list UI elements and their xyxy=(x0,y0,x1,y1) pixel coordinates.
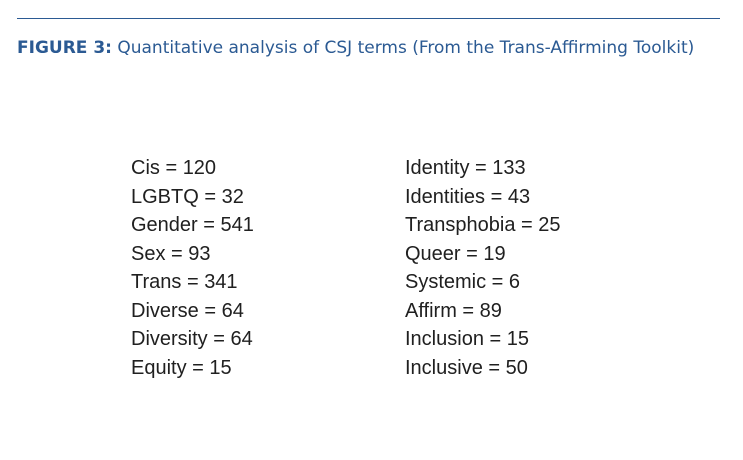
term-name: Trans xyxy=(131,271,182,293)
term-count: 6 xyxy=(508,271,521,293)
equals-sign: = xyxy=(198,299,222,322)
term-count-row: Transphobia = 25 xyxy=(405,211,561,240)
term-count-row: Affirm = 89 xyxy=(405,297,561,326)
term-count: 64 xyxy=(230,328,253,350)
term-name: Diversity xyxy=(131,328,208,350)
term-count: 341 xyxy=(204,271,238,293)
equals-sign: = xyxy=(198,185,222,208)
term-count-row: Gender = 541 xyxy=(131,211,254,240)
term-count-row: Sex = 93 xyxy=(131,240,254,269)
equals-sign: = xyxy=(460,242,484,265)
term-count: 25 xyxy=(538,214,561,236)
term-count: 93 xyxy=(188,242,211,265)
figure-caption-text: Quantitative analysis of CSJ terms (From… xyxy=(117,38,695,58)
term-count-row: Inclusive = 50 xyxy=(405,354,561,383)
equals-sign: = xyxy=(186,356,210,379)
term-count-row: Inclusion = 15 xyxy=(405,325,561,354)
terms-column-left: Cis = 120 LGBTQ = 32 Gender = 541 Sex = 93 T… xyxy=(131,154,254,382)
term-count: 541 xyxy=(220,214,254,236)
term-name: Diverse xyxy=(131,299,199,322)
term-count-row: Diverse = 64 xyxy=(131,297,254,326)
term-name: Affirm xyxy=(405,299,457,322)
equals-sign: = xyxy=(197,214,221,236)
term-count: 19 xyxy=(483,242,506,265)
term-count: 64 xyxy=(221,299,244,322)
equals-sign: = xyxy=(482,356,506,379)
equals-sign: = xyxy=(165,242,189,265)
equals-sign: = xyxy=(483,328,507,350)
term-count: 120 xyxy=(182,157,217,179)
term-count-row: Trans = 341 xyxy=(131,268,254,297)
term-count: 43 xyxy=(507,185,531,208)
term-name: Gender xyxy=(131,214,198,236)
term-count: 15 xyxy=(209,356,232,379)
term-count: 133 xyxy=(492,157,526,179)
term-count-row: Identity = 133 xyxy=(405,154,561,183)
equals-sign: = xyxy=(486,271,509,293)
term-count: 50 xyxy=(505,356,528,379)
equals-sign: = xyxy=(515,214,539,236)
term-name: Inclusive xyxy=(405,356,483,379)
equals-sign: = xyxy=(207,328,231,350)
term-count-row: Diversity = 64 xyxy=(131,325,254,354)
term-name: Identity xyxy=(405,157,470,179)
top-divider xyxy=(17,18,720,19)
term-count-row: Equity = 15 xyxy=(131,354,254,383)
equals-sign: = xyxy=(181,271,205,293)
equals-sign: = xyxy=(159,157,183,179)
term-name: Identities xyxy=(405,185,486,208)
equals-sign: = xyxy=(469,157,493,179)
equals-sign: = xyxy=(456,299,480,322)
figure-label: FIGURE 3: xyxy=(17,38,112,58)
term-name: Cis xyxy=(131,157,160,179)
term-count: 15 xyxy=(506,328,529,350)
term-count-row: Cis = 120 xyxy=(131,154,254,183)
term-name: Systemic xyxy=(405,271,487,293)
term-count-row: Systemic = 6 xyxy=(405,268,561,297)
term-name: LGBTQ xyxy=(131,185,199,208)
equals-sign: = xyxy=(485,185,508,208)
term-count: 89 xyxy=(479,299,502,322)
terms-column-right: Identity = 133 Identities = 43 Transphobia… xyxy=(405,154,561,382)
term-count-row: Identities = 43 xyxy=(405,183,561,212)
term-name: Equity xyxy=(131,356,187,379)
figure-caption: FIGURE 3: Quantitative analysis of CSJ t… xyxy=(17,36,717,60)
term-name: Transphobia xyxy=(405,214,516,236)
term-count-row: Queer = 19 xyxy=(405,240,561,269)
term-name: Queer xyxy=(405,242,461,265)
term-count: 32 xyxy=(221,185,244,208)
term-name: Inclusion xyxy=(405,328,484,350)
term-count-row: LGBTQ = 32 xyxy=(131,183,254,212)
term-name: Sex xyxy=(131,242,166,265)
